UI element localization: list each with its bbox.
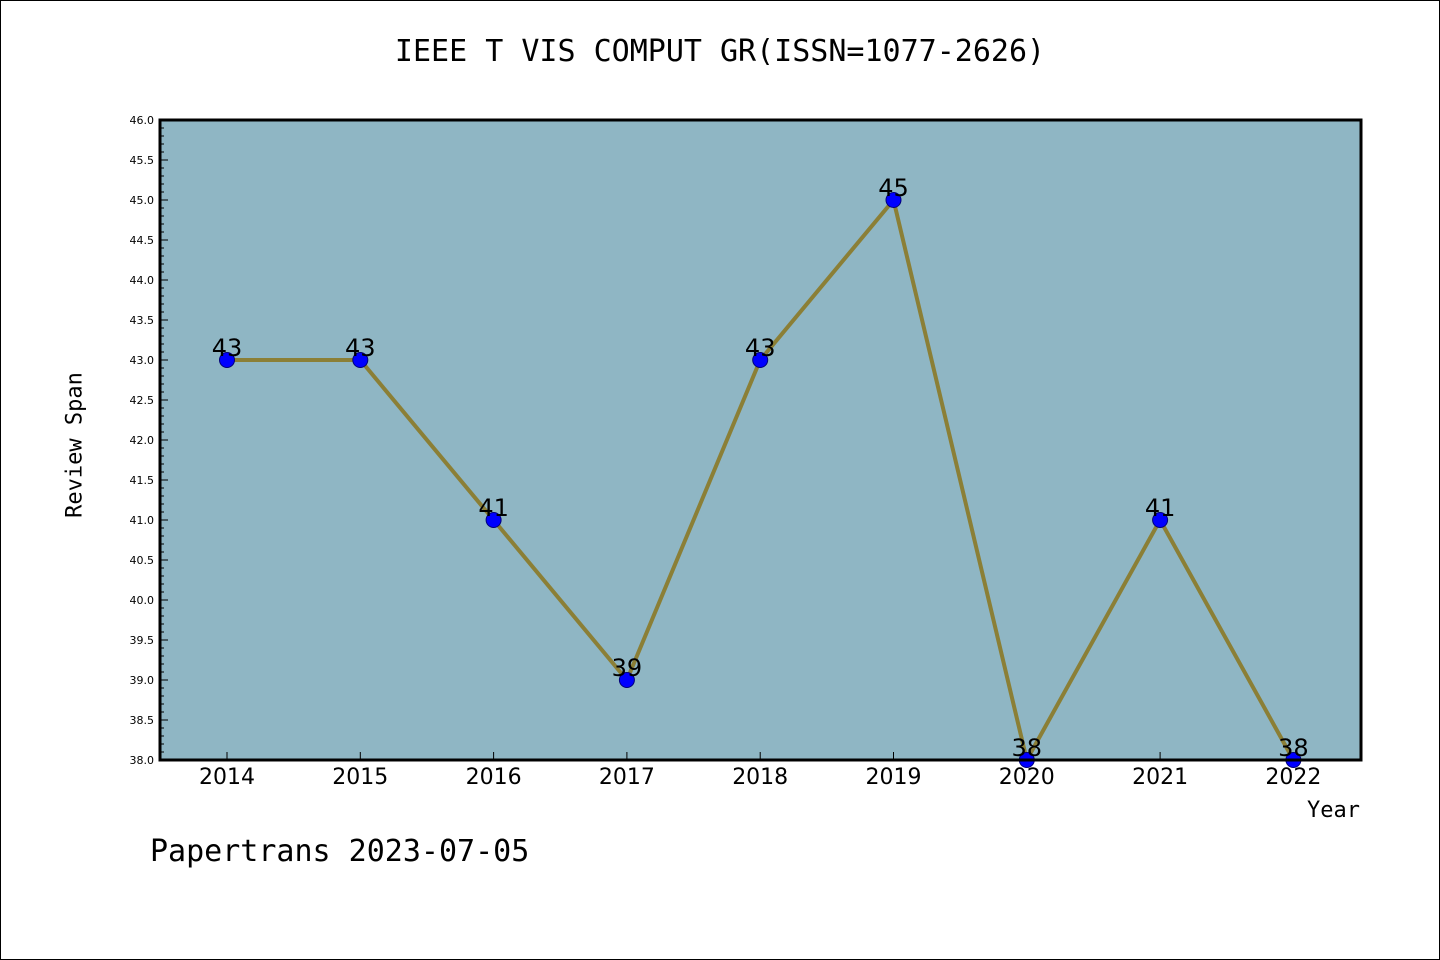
data-point — [752, 352, 769, 368]
y-tick-label: 38.5 — [130, 714, 155, 727]
y-tick-label: 38.0 — [130, 754, 155, 767]
y-tick-label: 40.5 — [130, 554, 155, 567]
y-tick-label: 39.5 — [130, 634, 155, 647]
y-tick-label: 44.5 — [130, 234, 155, 247]
x-tick-label: 2014 — [199, 765, 255, 790]
data-label: 38 — [1278, 734, 1309, 762]
y-tick-label: 41.5 — [130, 474, 155, 487]
data-label: 39 — [612, 654, 643, 682]
data-label: 41 — [478, 494, 509, 522]
plot-border — [158, 118, 1363, 762]
data-label: 43 — [345, 334, 376, 362]
data-point — [352, 352, 369, 368]
data-point — [485, 512, 502, 528]
data-point — [618, 672, 635, 688]
y-tick-label: 46.0 — [130, 114, 155, 127]
data-label: 41 — [1145, 494, 1176, 522]
data-label: 38 — [1012, 734, 1043, 762]
x-tick-label: 2020 — [999, 765, 1055, 790]
x-axis-label: Year — [1307, 798, 1360, 823]
y-tick-label: 45.0 — [130, 194, 155, 207]
data-label: 45 — [878, 174, 909, 202]
x-tick-label: 2019 — [866, 765, 922, 790]
y-tick-label: 43.0 — [130, 354, 155, 367]
x-tick-label: 2017 — [599, 765, 655, 790]
y-tick-label: 42.0 — [130, 434, 155, 447]
x-tick-label: 2021 — [1132, 765, 1188, 790]
y-tick-label: 39.0 — [130, 674, 155, 687]
chart-title: IEEE T VIS COMPUT GR(ISSN=1077-2626) — [394, 34, 1046, 69]
x-tick-label: 2015 — [332, 765, 388, 790]
data-point — [1152, 512, 1169, 528]
data-label: 43 — [745, 334, 776, 362]
footer-note: Papertrans 2023-07-05 — [150, 834, 530, 869]
data-point — [219, 352, 235, 368]
x-tick-label: 2016 — [466, 765, 522, 790]
data-point — [885, 192, 902, 208]
y-tick-label: 43.5 — [130, 314, 155, 327]
y-tick-label: 45.5 — [130, 154, 155, 167]
y-tick-label: 41.0 — [130, 514, 155, 527]
y-tick-label: 42.5 — [130, 394, 155, 407]
y-tick-label: 44.0 — [130, 274, 155, 287]
y-tick-label: 40.0 — [130, 594, 155, 607]
data-label: 43 — [212, 334, 243, 362]
x-tick-label: 2018 — [732, 765, 788, 790]
x-tick-label: 2022 — [1265, 765, 1321, 790]
plot-area — [160, 120, 1361, 760]
